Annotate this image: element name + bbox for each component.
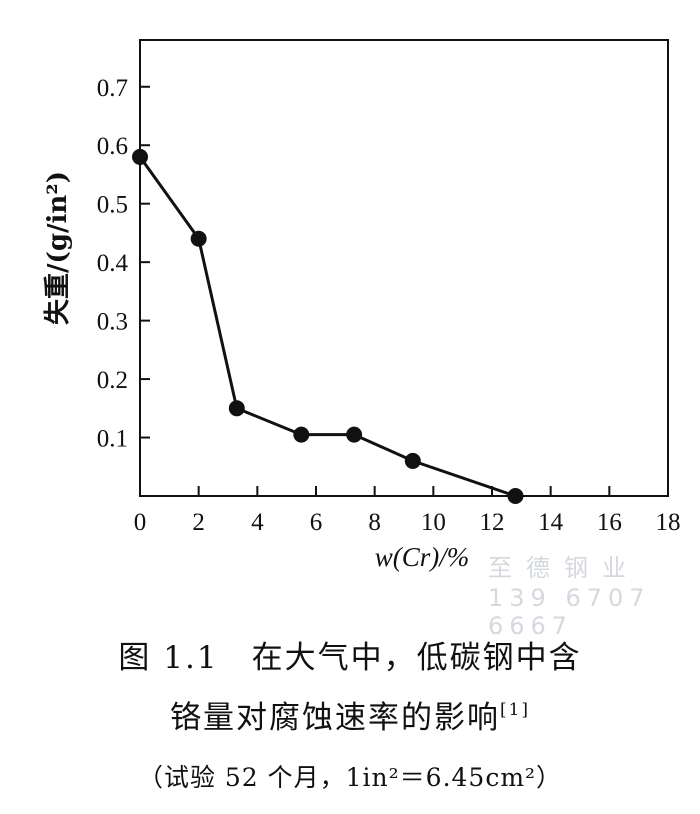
data-point: [293, 426, 310, 443]
caption-line-1: 图 1.1 在大气中，低碳钢中含: [118, 640, 582, 676]
y-tick-label: 0.4: [97, 250, 129, 277]
x-tick-label: 18: [656, 509, 681, 536]
x-tick-label: 14: [538, 509, 564, 536]
x-tick-label: 2: [192, 509, 205, 536]
data-point: [507, 488, 524, 504]
x-tick-label: 10: [421, 509, 446, 536]
y-axis-title: 失重/(g/in²): [43, 171, 73, 325]
y-tick-label: 0.6: [97, 133, 128, 160]
plot-frame: [139, 39, 669, 497]
x-tick-label: 0: [134, 509, 147, 536]
data-point: [228, 400, 245, 417]
data-point: [132, 148, 148, 165]
x-tick-label: 12: [480, 509, 505, 536]
y-tick-label: 0.5: [97, 192, 128, 219]
watermark-phone: 139 6707 6667: [488, 584, 651, 640]
watermark-company: 至德钢业: [488, 554, 640, 582]
caption-line-2-text: 铬量对腐蚀速率的影响: [169, 700, 500, 736]
y-axis-ticks: 0.1 0.2 0.3 0.4 0.5 0.6 0.7: [97, 75, 150, 453]
x-axis-ticks: 0 2 4 6 8 10 12 14 16 18: [134, 486, 681, 536]
y-tick-label: 0.3: [97, 309, 128, 336]
y-tick-label: 0.1: [97, 426, 128, 453]
data-point: [190, 230, 207, 247]
data-point: [404, 452, 421, 469]
caption-line-3: （试验 52 个月，1in²＝6.45cm²）: [137, 763, 563, 792]
series-line: [138, 156, 516, 498]
x-tick-label: 6: [310, 509, 323, 536]
data-point: [346, 426, 363, 443]
x-tick-label: 16: [597, 509, 622, 536]
x-tick-label: 8: [368, 509, 381, 536]
caption-reference: [1]: [499, 699, 531, 720]
x-axis-title: w(Cr)/%: [375, 542, 470, 572]
y-tick-label: 0.7: [97, 75, 128, 102]
caption-line-2: 铬量对腐蚀速率的影响[1]: [0, 692, 700, 737]
y-axis-title-group: 失重/(g/in²): [43, 171, 73, 325]
x-tick-label: 4: [251, 509, 264, 536]
y-tick-label: 0.2: [97, 367, 128, 394]
chart: 0.1 0.2 0.3 0.4 0.5 0.6 0.7 0 2 4 6 8 10 12 14 16 18 失重…: [43, 39, 681, 572]
data-points: [132, 148, 524, 504]
